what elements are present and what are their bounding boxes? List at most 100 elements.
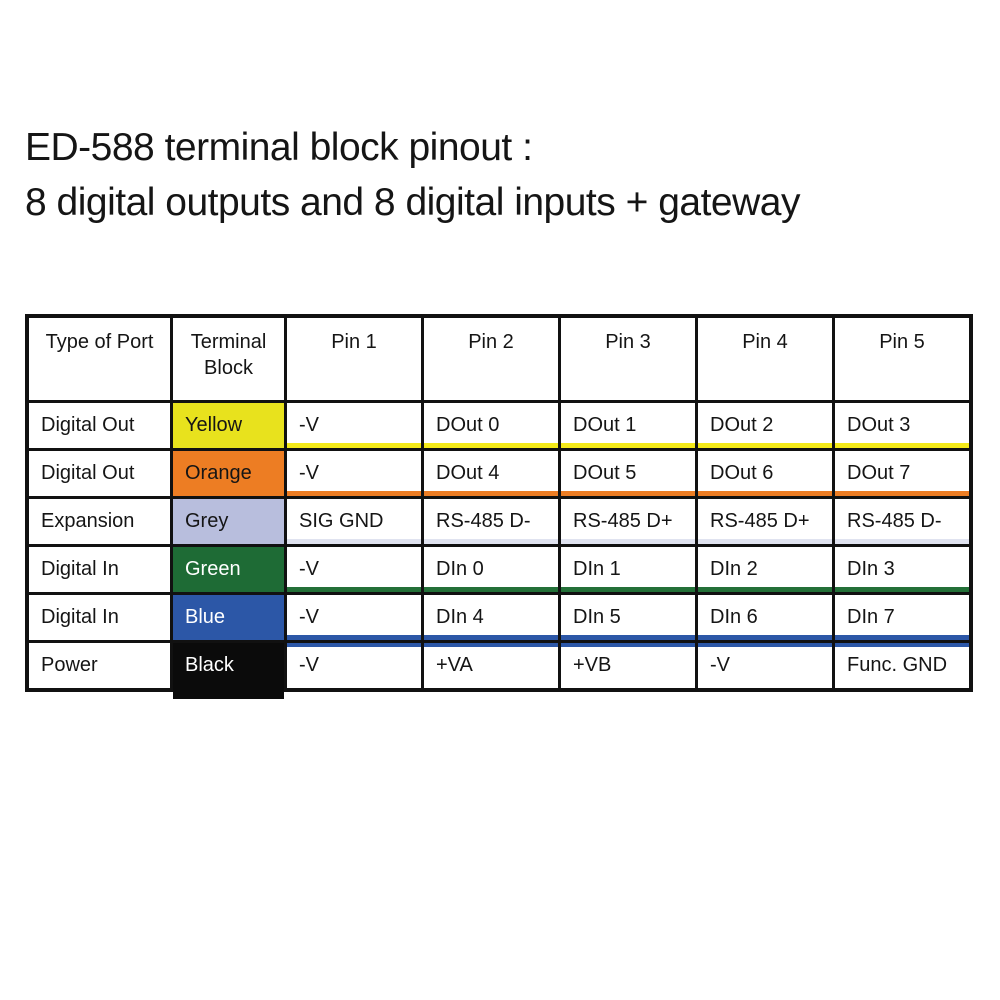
pin-cell: -V [287,451,421,496]
pin-cell-label: DIn 0 [436,558,484,580]
title-line-2: 8 digital outputs and 8 digital inputs +… [25,181,800,224]
pin-cell: DIn 4 [424,595,558,640]
pin-cell-label: SIG GND [299,510,384,532]
pin-cell-label: -V [710,654,730,676]
terminal-block-cell-grey-label: Grey [185,510,229,532]
pin-cell-label: DIn 2 [710,558,758,580]
pin-cell-label: +VB [573,654,612,676]
title-line-1: ED-588 terminal block pinout : [25,126,533,169]
row-color-stripe [698,635,832,640]
pin-cell: DOut 7 [835,451,969,496]
pin-cell-label: RS-485 D+ [710,510,810,532]
terminal-block-bleed [173,643,284,699]
pin-cell-label: DIn 4 [436,606,484,628]
port-type-cell: Digital Out [29,451,170,496]
pin-cell-label: DOut 4 [436,462,500,484]
pin-cell-label: DOut 1 [573,414,637,436]
row-color-stripe [287,635,421,640]
pin-cell: RS-485 D+ [698,499,832,544]
row-color-stripe-top [561,643,695,647]
row-color-stripe-top [698,643,832,647]
row-color-stripe [835,587,969,592]
pin-cell: DOut 2 [698,403,832,448]
port-type-cell-label: Power [41,654,98,676]
pin-cell: -V [287,643,421,688]
terminal-block-cell-blue: Blue [173,595,284,640]
pin-cell-label: +VA [436,654,473,676]
row-color-stripe [561,539,695,544]
port-type-cell: Digital In [29,547,170,592]
pin-cell: DOut 1 [561,403,695,448]
row-color-stripe [835,539,969,544]
row-color-stripe [287,539,421,544]
pin-cell: -V [287,547,421,592]
port-type-cell: Expansion [29,499,170,544]
pin-cell-label: Func. GND [847,654,948,676]
row-color-stripe [287,491,421,496]
terminal-block-cell-green-label: Green [185,558,241,580]
page-title: ED-588 terminal block pinout : 8 digital… [25,120,800,230]
row-color-stripe [561,443,695,448]
pin-cell-label: DOut 7 [847,462,911,484]
pin-cell-label: -V [299,606,319,628]
pin-cell: DOut 5 [561,451,695,496]
port-type-cell-label: Digital Out [41,462,135,484]
header-cell-pin-1-label: Pin 1 [331,331,377,353]
pin-cell: -V [698,643,832,688]
row-color-stripe [287,587,421,592]
header-cell-pin-4: Pin 4 [698,318,832,400]
pin-cell-label: DIn 1 [573,558,621,580]
pin-cell-label: RS-485 D+ [573,510,673,532]
pin-cell-label: DIn 6 [710,606,758,628]
pin-cell: DIn 1 [561,547,695,592]
row-color-stripe [424,539,558,544]
pin-cell: DIn 0 [424,547,558,592]
pin-cell: RS-485 D- [424,499,558,544]
row-color-stripe-top [835,643,969,647]
pin-cell-label: DIn 7 [847,606,895,628]
row-color-stripe [835,443,969,448]
header-cell-pin-1: Pin 1 [287,318,421,400]
header-cell-type-of-port-label: Type of Port [45,331,154,353]
pinout-table: Type of Port Terminal Block Pin 1 Pin 2 Pin … [25,314,973,699]
terminal-block-cell-yellow: Yellow [173,403,284,448]
row-color-stripe-top [287,643,421,647]
port-type-cell-label: Expansion [41,510,135,532]
header-cell-pin-2-label: Pin 2 [468,331,514,353]
pin-cell-label: DOut 0 [436,414,500,436]
row-color-stripe [287,443,421,448]
pin-cell-label: DIn 5 [573,606,621,628]
pin-cell: Func. GND [835,643,969,688]
terminal-block-cell-black-label: Black [185,654,234,676]
row-color-stripe [835,491,969,496]
pin-cell: +VA [424,643,558,688]
row-color-stripe [424,443,558,448]
header-cell-type-of-port: Type of Port [29,318,170,400]
row-color-stripe [561,635,695,640]
row-color-stripe [424,587,558,592]
terminal-block-cell-orange: Orange [173,451,284,496]
pin-cell: -V [287,595,421,640]
terminal-block-cell-black: Black [173,643,284,699]
pin-cell-label: RS-485 D- [436,510,531,532]
port-type-cell: Digital In [29,595,170,640]
pin-cell-label: RS-485 D- [847,510,942,532]
pin-cell: DIn 6 [698,595,832,640]
port-type-cell: Digital Out [29,403,170,448]
pin-cell-label: DOut 6 [710,462,774,484]
row-color-stripe [561,491,695,496]
header-cell-terminal-block: Terminal Block [173,318,284,400]
pin-cell-label: -V [299,414,319,436]
port-type-cell-label: Digital In [41,558,119,580]
pin-cell-label: DOut 3 [847,414,911,436]
pin-cell: DIn 2 [698,547,832,592]
pin-cell: DIn 3 [835,547,969,592]
header-cell-pin-3: Pin 3 [561,318,695,400]
pin-cell: DIn 7 [835,595,969,640]
port-type-cell-label: Digital In [41,606,119,628]
row-color-stripe [698,443,832,448]
pin-cell-label: DOut 5 [573,462,637,484]
row-color-stripe [698,587,832,592]
pin-cell: SIG GND [287,499,421,544]
